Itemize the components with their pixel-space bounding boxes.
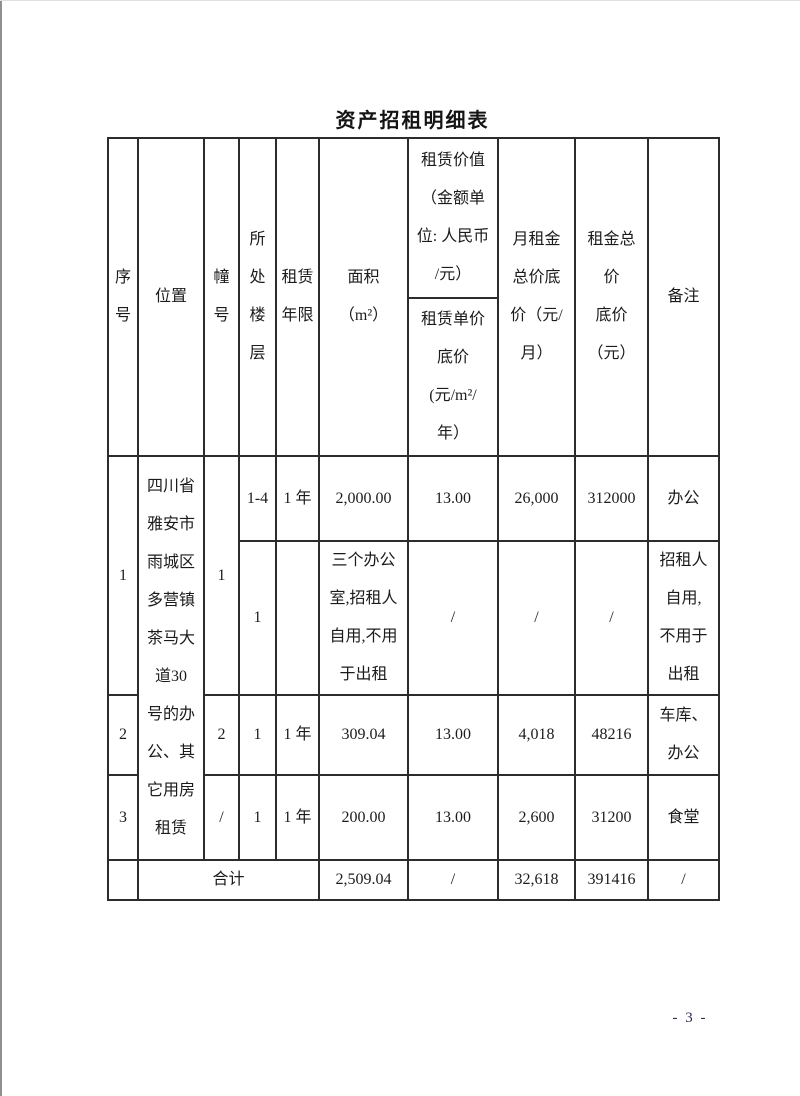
cell-area-2: 309.04 <box>318 694 409 776</box>
cell-building-1: 1 <box>203 455 240 696</box>
header-cell-unit-price: 租赁单价 底价 (元/m²/ 年） <box>407 297 499 457</box>
cell-serial-2: 2 <box>107 694 139 776</box>
cell-location: 四川省 雅安市 雨城区 多营镇 茶马大 道30 号的办 公、其 它用房 租赁 <box>137 455 205 861</box>
cell-total-1a: 312000 <box>574 455 649 542</box>
cell-term-1b <box>275 540 320 696</box>
cell-total-rent: 391416 <box>574 859 649 901</box>
cell-term-3: 1 年 <box>275 774 320 861</box>
cell-remark-3: 食堂 <box>647 774 720 861</box>
header-cell-building: 幢 号 <box>203 137 240 457</box>
scan-left-edge-line <box>0 0 2 1096</box>
cell-floor-2: 1 <box>238 694 277 776</box>
cell-total-2: 48216 <box>574 694 649 776</box>
header-cell-floor: 所 处 楼 层 <box>238 137 277 457</box>
cell-total-serial-empty <box>107 859 139 901</box>
cell-monthly-2: 4,018 <box>497 694 576 776</box>
cell-monthly-1b: / <box>497 540 576 696</box>
asset-leasing-table: 序 号 位置 幢 号 所 处 楼 层 租赁 年限 面积 （m²） 租赁价值 （金… <box>107 137 720 901</box>
table-row: 1 四川省 雅安市 雨城区 多营镇 茶马大 道30 号的办 公、其 它用房 租赁… <box>107 455 720 861</box>
page-number: - 3 - <box>672 1010 708 1026</box>
cell-total-monthly: 32,618 <box>497 859 576 901</box>
header-cell-total-rent: 租金总 价 底价 （元） <box>574 137 649 457</box>
cell-floor-1a: 1-4 <box>238 455 277 542</box>
cell-unit-price-2: 13.00 <box>407 694 499 776</box>
cell-serial-1: 1 <box>107 455 139 696</box>
table-total-row: 合计 2,509.04 / 32,618 391416 / <box>107 859 720 901</box>
cell-total-remark: / <box>647 859 720 901</box>
cell-term-2: 1 年 <box>275 694 320 776</box>
header-cell-lease-term: 租赁 年限 <box>275 137 320 457</box>
cell-building-3: / <box>203 774 240 861</box>
cell-total-area: 2,509.04 <box>318 859 409 901</box>
cell-total-unit-price: / <box>407 859 499 901</box>
header-cell-serial: 序 号 <box>107 137 139 457</box>
table-row: 2 2 1 1 年 309.04 13.00 4,018 48216 车库、 办… <box>107 694 720 776</box>
cell-floor-1b: 1 <box>238 540 277 696</box>
cell-remark-1a: 办公 <box>647 455 720 542</box>
cell-serial-3: 3 <box>107 774 139 861</box>
cell-remark-1b: 招租人 自用, 不用于 出租 <box>647 540 720 696</box>
cell-unit-price-1a: 13.00 <box>407 455 499 542</box>
header-cell-location: 位置 <box>137 137 205 457</box>
scan-top-edge-line <box>0 0 800 1</box>
cell-unit-price-3: 13.00 <box>407 774 499 861</box>
cell-unit-price-1b: / <box>407 540 499 696</box>
cell-area-3: 200.00 <box>318 774 409 861</box>
cell-building-2: 2 <box>203 694 240 776</box>
cell-monthly-1a: 26,000 <box>497 455 576 542</box>
header-cell-lease-value: 租赁价值 （金额单 位: 人民币 /元） <box>407 137 499 299</box>
header-cell-monthly-rent: 月租金 总价底 价（元/ 月） <box>497 137 576 457</box>
cell-total-1b: / <box>574 540 649 696</box>
cell-remark-2: 车库、 办公 <box>647 694 720 776</box>
header-cell-remark: 备注 <box>647 137 720 457</box>
cell-total-label: 合计 <box>137 859 320 901</box>
cell-area-1a: 2,000.00 <box>318 455 409 542</box>
cell-total-3: 31200 <box>574 774 649 861</box>
table-row: 3 / 1 1 年 200.00 13.00 2,600 31200 食堂 <box>107 774 720 861</box>
header-cell-area: 面积 （m²） <box>318 137 409 457</box>
cell-term-1a: 1 年 <box>275 455 320 542</box>
table-row: 1 三个办公 室,招租人 自用,不用 于出租 / / / 招租人 自用, 不用于… <box>108 540 720 696</box>
cell-monthly-3: 2,600 <box>497 774 576 861</box>
cell-area-1b: 三个办公 室,招租人 自用,不用 于出租 <box>318 540 409 696</box>
page-title: 资产招租明细表 <box>335 110 490 132</box>
cell-floor-3: 1 <box>238 774 277 861</box>
